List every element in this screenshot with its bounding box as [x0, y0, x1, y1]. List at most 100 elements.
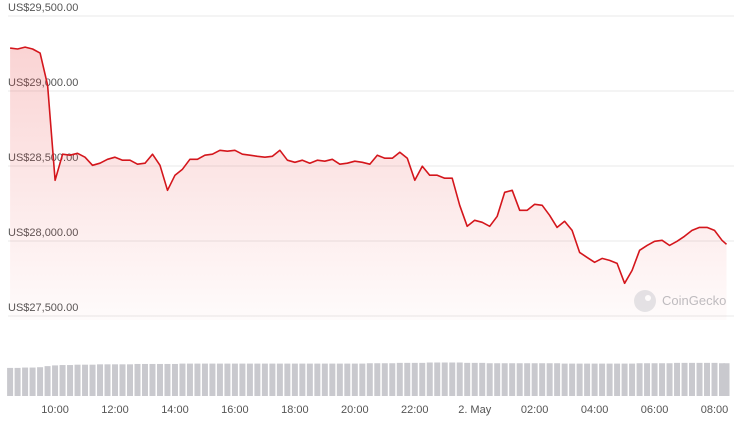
x-tick-label: 04:00: [581, 404, 609, 416]
volume-bar: [644, 363, 651, 396]
volume-bar: [171, 363, 178, 396]
volume-bar: [659, 363, 666, 396]
x-tick-label: 16:00: [221, 404, 249, 416]
volume-bar: [276, 363, 283, 396]
volume-bar: [314, 363, 321, 396]
x-tick-label: 14:00: [161, 404, 189, 416]
volume-bar: [306, 363, 313, 396]
volume-bar: [494, 363, 501, 396]
volume-bar: [359, 363, 366, 396]
x-tick-label: 10:00: [41, 404, 69, 416]
volume-bar: [201, 363, 208, 396]
volume-bar: [711, 362, 718, 396]
volume-bar: [74, 364, 81, 396]
y-tick-label: US$29,500.00: [8, 2, 78, 14]
volume-bar: [82, 364, 89, 396]
volume-bar: [404, 362, 411, 396]
volume-bar: [254, 363, 261, 396]
watermark: CoinGecko: [634, 290, 726, 312]
volume-bar: [127, 364, 133, 396]
volume-bar: [396, 362, 403, 396]
volume-bar: [569, 363, 576, 396]
volume-bar: [97, 364, 104, 396]
volume-bar: [29, 367, 36, 396]
volume-bar: [576, 363, 583, 396]
volume-bar: [336, 363, 343, 396]
volume-bar: [261, 363, 268, 396]
watermark-logo: [634, 290, 656, 312]
volume-bar: [441, 362, 448, 396]
volume-bar: [14, 367, 21, 396]
volume-bar: [134, 363, 141, 396]
volume-bar: [374, 363, 381, 396]
volume-bar: [723, 363, 730, 396]
volume-bar: [479, 362, 486, 396]
volume-bar: [561, 363, 568, 396]
volume-bar: [321, 363, 328, 396]
volume-bar: [666, 363, 673, 396]
volume-bar: [344, 363, 351, 396]
volume-bar: [284, 363, 291, 396]
volume-bar: [554, 363, 561, 396]
volume-bar: [621, 363, 628, 396]
volume-bar: [501, 363, 508, 396]
volume-bar: [59, 365, 66, 396]
x-tick-label: 20:00: [341, 404, 369, 416]
volume-bar: [179, 363, 186, 396]
volume-bar: [614, 363, 621, 396]
volume-bar: [419, 362, 426, 396]
x-tick-label: 02:00: [521, 404, 549, 416]
volume-bar: [164, 363, 171, 396]
volume-bar: [224, 363, 231, 396]
volume-bar: [681, 362, 688, 396]
price-area: [10, 47, 727, 320]
volume-bar: [704, 362, 711, 396]
volume-bar: [194, 363, 201, 396]
volume-bar: [606, 363, 613, 396]
volume-bar: [696, 362, 703, 396]
volume-bar: [464, 362, 471, 396]
x-tick-label: 2. May: [458, 404, 492, 416]
volume-bar: [67, 365, 74, 396]
volume-bar: [516, 363, 523, 396]
volume-bar: [411, 362, 418, 396]
volume-bar: [599, 363, 606, 396]
volume-bar: [141, 363, 148, 396]
volume-bar: [291, 363, 298, 396]
volume-bar: [486, 363, 493, 396]
volume-bar: [44, 366, 51, 396]
watermark-text: CoinGecko: [662, 293, 726, 308]
volume-bar: [471, 362, 478, 396]
volume-bar: [246, 363, 253, 396]
volume-bar: [119, 364, 126, 396]
volume-bar: [674, 362, 681, 396]
volume-bar: [591, 363, 598, 396]
volume-bar: [531, 363, 538, 396]
x-tick-label: 12:00: [101, 404, 129, 416]
volume-bar: [636, 363, 643, 396]
volume-bar: [104, 364, 111, 396]
volume-bar: [719, 363, 726, 396]
volume-bar: [434, 362, 441, 396]
volume-bar: [299, 363, 306, 396]
volume-bar: [689, 362, 696, 396]
volume-bar: [584, 363, 591, 396]
volume-bar: [509, 363, 516, 396]
price-line: [10, 46, 728, 285]
volume-bar: [37, 367, 44, 396]
volume-bar: [52, 365, 59, 396]
volume-bar: [269, 363, 276, 396]
x-tick-label: 06:00: [641, 404, 669, 416]
volume-bar: [351, 363, 358, 396]
volume-bar: [524, 363, 531, 396]
x-tick-label: 22:00: [401, 404, 429, 416]
volume-bar: [89, 364, 96, 396]
volume-bar: [389, 363, 396, 396]
volume-bar: [546, 363, 553, 396]
x-tick-label: 08:00: [701, 404, 729, 416]
volume-bar: [156, 363, 163, 396]
volume-bar: [209, 363, 216, 396]
volume-bar: [539, 363, 546, 396]
